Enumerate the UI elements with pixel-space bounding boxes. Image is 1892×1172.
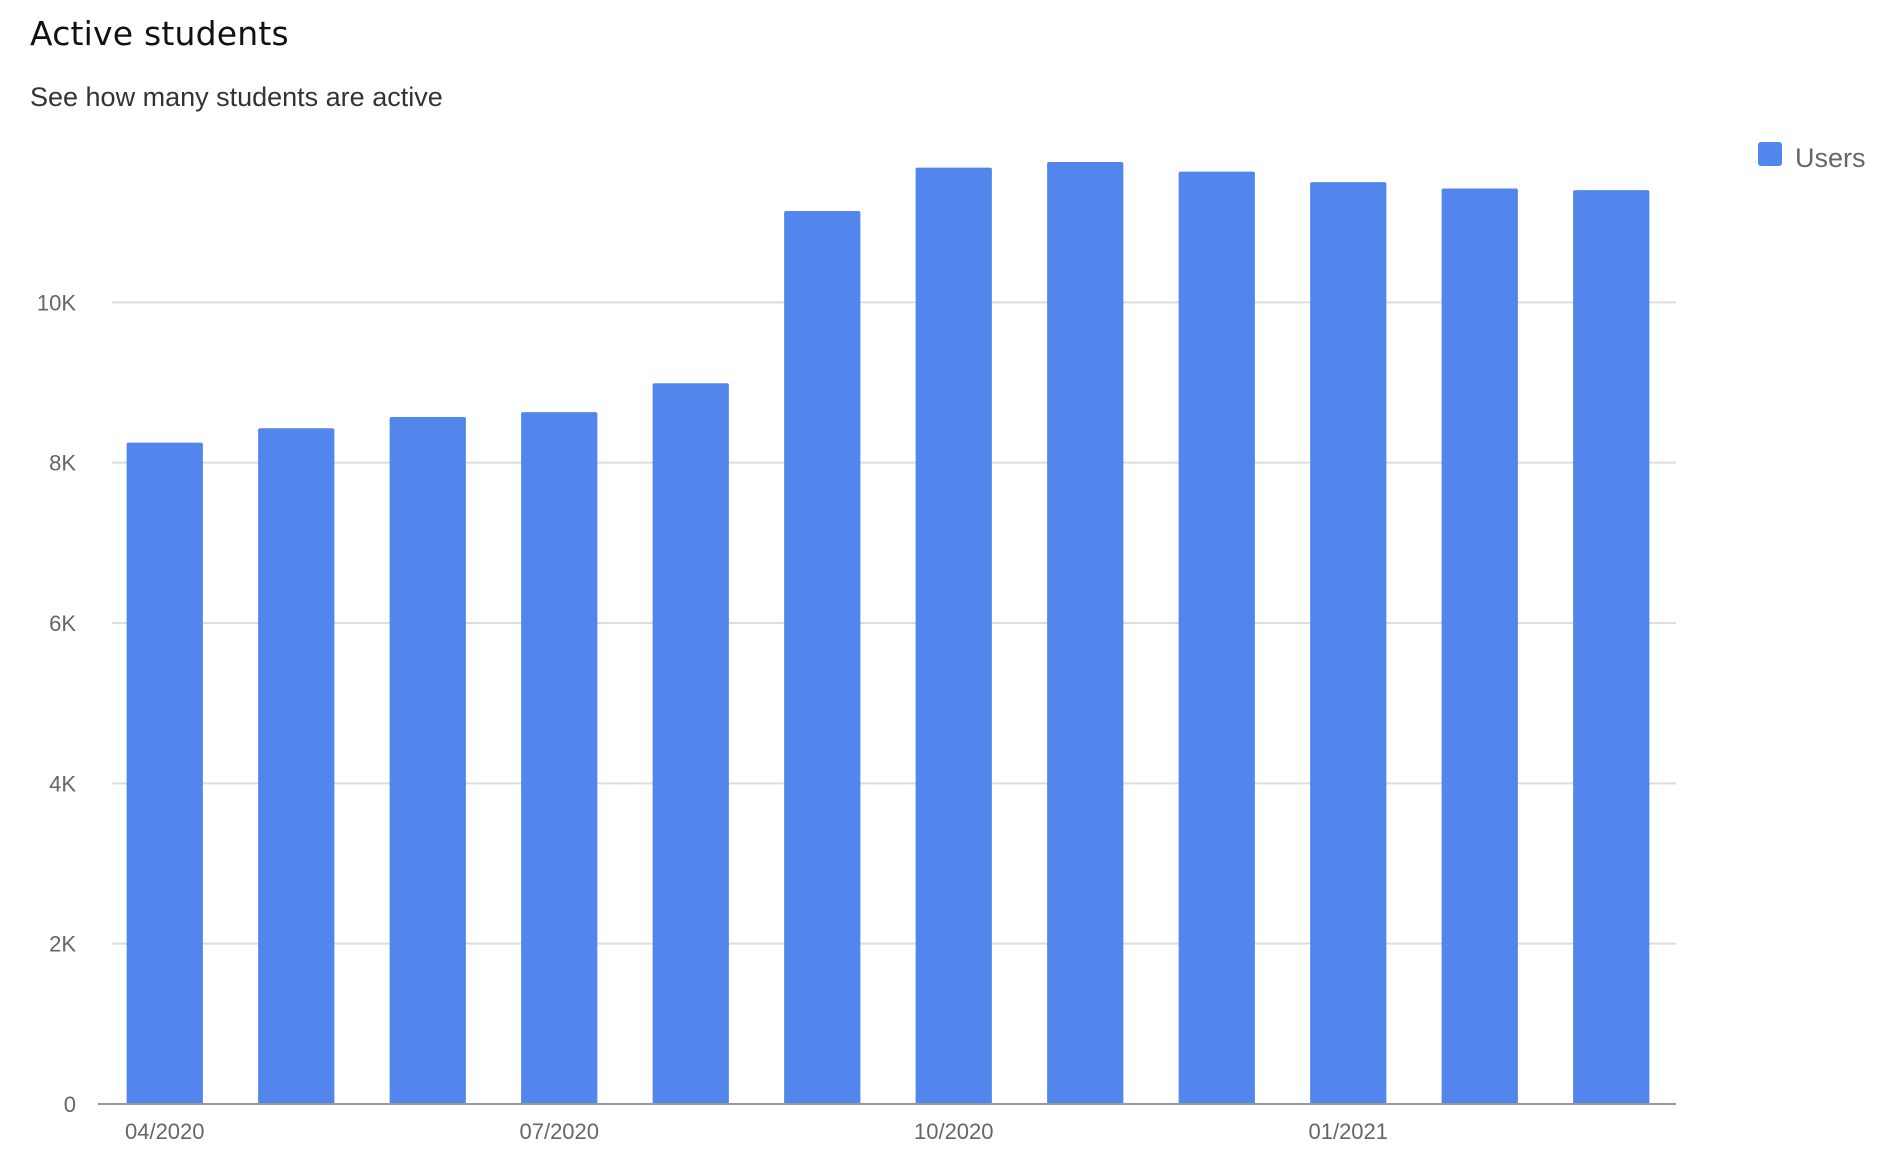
bar-06-2020[interactable] bbox=[389, 416, 466, 1104]
y-tick-label: 4K bbox=[49, 771, 76, 796]
legend-swatch-users bbox=[1758, 142, 1782, 166]
chart-title: Active students bbox=[30, 14, 289, 53]
bar-09-2020[interactable] bbox=[784, 210, 861, 1104]
x-tick-label: 07/2020 bbox=[519, 1119, 599, 1144]
x-tick-label: 01/2021 bbox=[1308, 1119, 1388, 1144]
y-axis-tick-labels: 0 2K 4K 6K 8K 10K bbox=[37, 290, 76, 1117]
legend-label-users: Users bbox=[1795, 143, 1866, 173]
chart-subtitle: See how many students are active bbox=[30, 82, 443, 112]
bar-03-2021[interactable] bbox=[1573, 190, 1650, 1105]
bar-08-2020[interactable] bbox=[652, 383, 729, 1105]
bar-04-2020[interactable] bbox=[126, 442, 203, 1104]
x-tick-label: 04/2020 bbox=[125, 1119, 205, 1144]
bar-07-2020[interactable] bbox=[521, 412, 598, 1105]
x-tick-label: 10/2020 bbox=[914, 1119, 994, 1144]
y-tick-label: 8K bbox=[49, 451, 76, 476]
bar-01-2021[interactable] bbox=[1310, 182, 1387, 1105]
y-tick-label: 10K bbox=[37, 290, 76, 315]
bar-10-2020[interactable] bbox=[915, 167, 992, 1105]
bar-12-2020[interactable] bbox=[1178, 171, 1255, 1104]
bar-11-2020[interactable] bbox=[1047, 162, 1124, 1104]
x-axis-tick-labels: 04/2020 07/2020 10/2020 01/2021 bbox=[125, 1119, 1388, 1144]
y-tick-label: 0 bbox=[64, 1092, 76, 1117]
y-tick-label: 6K bbox=[49, 611, 76, 636]
bar-05-2020[interactable] bbox=[258, 428, 335, 1104]
y-tick-label: 2K bbox=[49, 932, 76, 957]
bars bbox=[126, 162, 1650, 1105]
bar-02-2021[interactable] bbox=[1441, 188, 1518, 1104]
gridlines bbox=[112, 301, 1676, 945]
legend[interactable]: Users bbox=[1758, 142, 1866, 173]
